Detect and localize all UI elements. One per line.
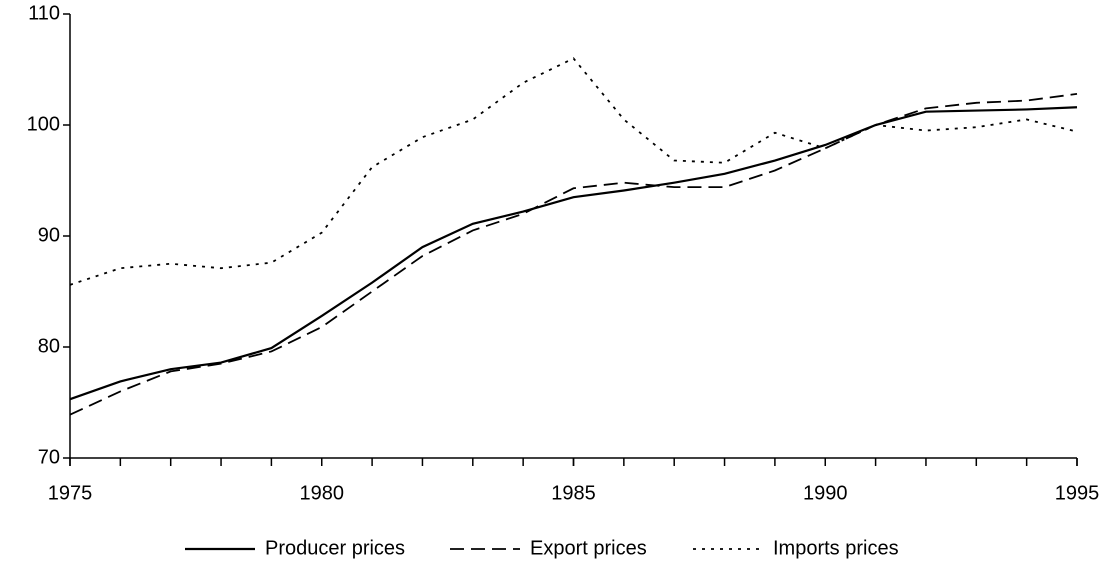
line-series <box>69 57 1078 286</box>
legend-label: Imports prices <box>773 537 899 559</box>
line-series <box>69 93 1078 416</box>
legend-label: Producer prices <box>265 537 405 559</box>
y-tick-label: 110 <box>28 2 60 24</box>
x-tick-label: 1995 <box>1055 482 1100 504</box>
x-tick-label: 1990 <box>803 482 848 504</box>
y-tick-label: 70 <box>38 446 60 468</box>
y-tick-label: 80 <box>38 335 60 357</box>
legend-label: Export prices <box>530 537 647 559</box>
line-series <box>69 106 1078 401</box>
x-tick-label: 1980 <box>300 482 345 504</box>
y-tick-label: 90 <box>38 224 60 246</box>
y-tick-label: 100 <box>27 113 60 135</box>
x-tick-label: 1975 <box>48 482 93 504</box>
x-tick-label: 1985 <box>551 482 596 504</box>
